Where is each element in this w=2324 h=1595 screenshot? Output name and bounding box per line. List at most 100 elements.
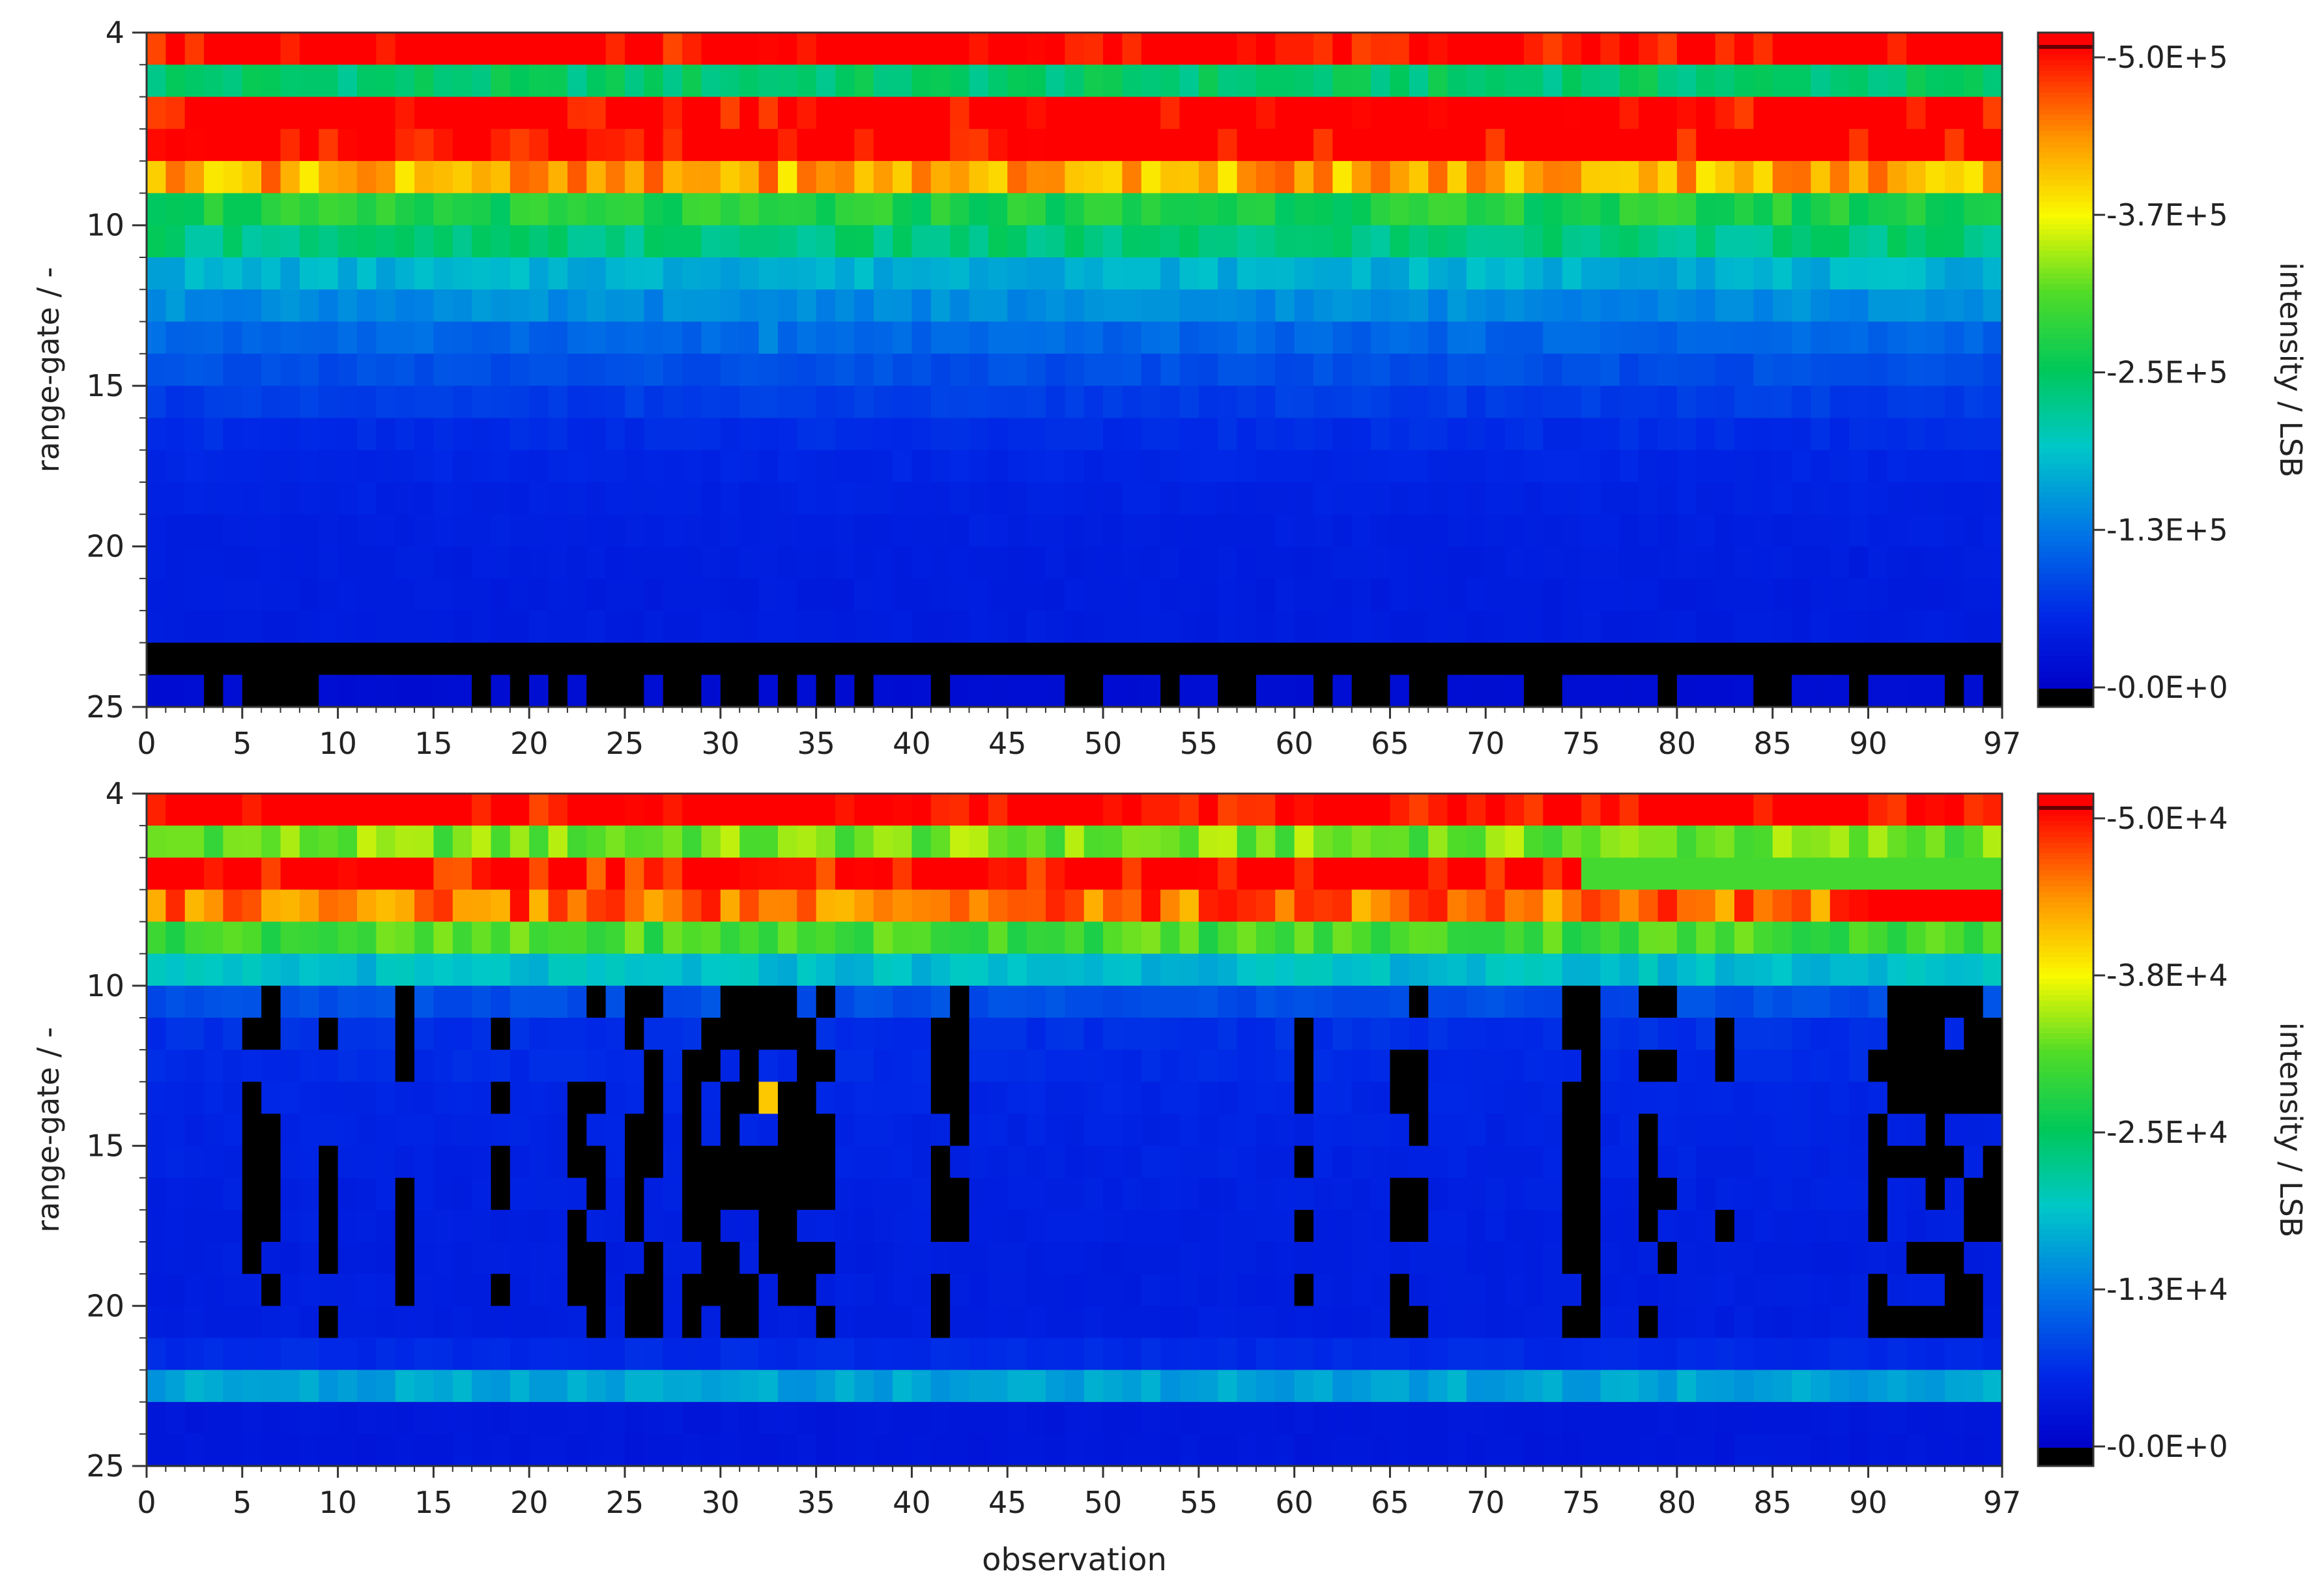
heatmap-cell — [165, 826, 186, 858]
heatmap-cell — [1983, 857, 2003, 891]
colorbar-segment — [2038, 1295, 2093, 1301]
heatmap-cell — [1829, 1082, 1850, 1115]
heatmap-cell — [1734, 128, 1754, 162]
heatmap-cell — [529, 128, 549, 162]
heatmap-cell — [1026, 642, 1046, 676]
heatmap-cell — [758, 1114, 779, 1147]
heatmap-cell — [147, 289, 166, 323]
heatmap-cell — [1275, 128, 1295, 162]
heatmap-cell — [1676, 642, 1697, 676]
heatmap-cell — [261, 642, 281, 676]
heatmap-cell — [1428, 985, 1448, 1018]
heatmap-cell — [491, 1401, 511, 1435]
heatmap-cell — [1237, 257, 1257, 290]
heatmap-cell — [376, 1145, 396, 1179]
heatmap-cell — [1466, 794, 1486, 826]
heatmap-cell — [1772, 611, 1792, 644]
heatmap-cell — [1179, 546, 1199, 579]
heatmap-cell — [261, 418, 281, 451]
heatmap-cell — [969, 1209, 989, 1243]
heatmap-cell — [911, 611, 932, 644]
heatmap-cell — [1332, 953, 1353, 986]
heatmap-cell — [1925, 1114, 1945, 1147]
heatmap-cell — [1600, 1433, 1620, 1467]
heatmap-cell — [873, 1114, 893, 1147]
colorbar-segment — [2038, 109, 2093, 115]
heatmap-cell — [816, 128, 836, 162]
heatmap-cell — [280, 1338, 300, 1371]
heatmap-cell — [1237, 794, 1257, 826]
heatmap-cell — [663, 161, 683, 194]
heatmap-cell — [147, 1082, 166, 1115]
heatmap-cell — [529, 33, 549, 65]
heatmap-cell — [1619, 33, 1639, 65]
heatmap-cell — [1428, 794, 1448, 826]
heatmap-cell — [1676, 794, 1697, 826]
heatmap-cell — [1925, 128, 1945, 162]
heatmap-cell — [1447, 611, 1467, 644]
heatmap-cell — [1696, 1338, 1716, 1371]
heatmap-cell — [1179, 611, 1199, 644]
heatmap-cell — [854, 1433, 874, 1467]
heatmap-cell — [414, 826, 435, 858]
heatmap-cell — [625, 128, 644, 162]
heatmap-cell — [873, 128, 893, 162]
heatmap-cell — [1218, 674, 1238, 708]
heatmap-cell — [1447, 921, 1467, 955]
colorbar-segment — [2038, 164, 2093, 170]
heatmap-cell — [1179, 1209, 1199, 1243]
heatmap-cell — [930, 1209, 951, 1243]
heatmap-cell — [1581, 353, 1601, 386]
heatmap-cell — [701, 257, 721, 290]
heatmap-cell — [509, 1433, 530, 1467]
heatmap-cell — [1218, 514, 1238, 547]
x-tick-label: 90 — [1849, 726, 1887, 761]
heatmap-cell — [911, 1338, 932, 1371]
heatmap-cell — [356, 1050, 377, 1082]
heatmap-cell — [701, 193, 721, 226]
heatmap-cell — [414, 953, 435, 986]
heatmap-cell — [1255, 1242, 1276, 1274]
heatmap-cell — [1466, 1209, 1486, 1243]
heatmap-cell — [1218, 794, 1238, 826]
heatmap-cell — [911, 450, 932, 483]
heatmap-cell — [1007, 450, 1027, 483]
heatmap-cell — [529, 985, 549, 1018]
colorbar-segment — [2038, 470, 2093, 476]
heatmap-cell — [911, 794, 932, 826]
heatmap-cell — [777, 161, 797, 194]
heatmap-cell — [204, 1145, 224, 1179]
heatmap-cell — [491, 514, 511, 547]
heatmap-cell — [184, 826, 205, 858]
heatmap-cell — [1179, 1242, 1199, 1274]
heatmap-cell — [1792, 450, 1811, 483]
heatmap-cell — [644, 1242, 664, 1274]
heatmap-cell — [319, 193, 339, 226]
heatmap-cell — [356, 1242, 377, 1274]
heatmap-cell — [701, 289, 721, 323]
heatmap-cell — [893, 1177, 913, 1211]
heatmap-cell — [873, 985, 893, 1018]
heatmap-cell — [1925, 1018, 1945, 1050]
heatmap-cell — [147, 450, 166, 483]
heatmap-cell — [605, 826, 625, 858]
heatmap-cell — [1007, 1338, 1027, 1371]
colorbar-segment — [2038, 1126, 2093, 1132]
heatmap-cell — [969, 674, 989, 708]
heatmap-cell — [1639, 1177, 1659, 1211]
heatmap-cell — [1562, 96, 1582, 130]
heatmap-cell — [356, 611, 377, 644]
heatmap-cell — [529, 1209, 549, 1243]
heatmap-cell — [472, 1370, 492, 1403]
heatmap-cell — [1868, 1242, 1888, 1274]
heatmap-cell — [509, 826, 530, 858]
heatmap-cell — [1600, 857, 1620, 891]
heatmap-cell — [1447, 642, 1467, 676]
colorbar-segment — [2038, 426, 2093, 433]
x-tick-label: 60 — [1275, 726, 1313, 761]
heatmap-cell — [1600, 921, 1620, 955]
heatmap-cell — [1504, 546, 1525, 579]
heatmap-cell — [586, 257, 607, 290]
heatmap-cell — [739, 225, 760, 258]
heatmap-cell — [605, 1209, 625, 1243]
